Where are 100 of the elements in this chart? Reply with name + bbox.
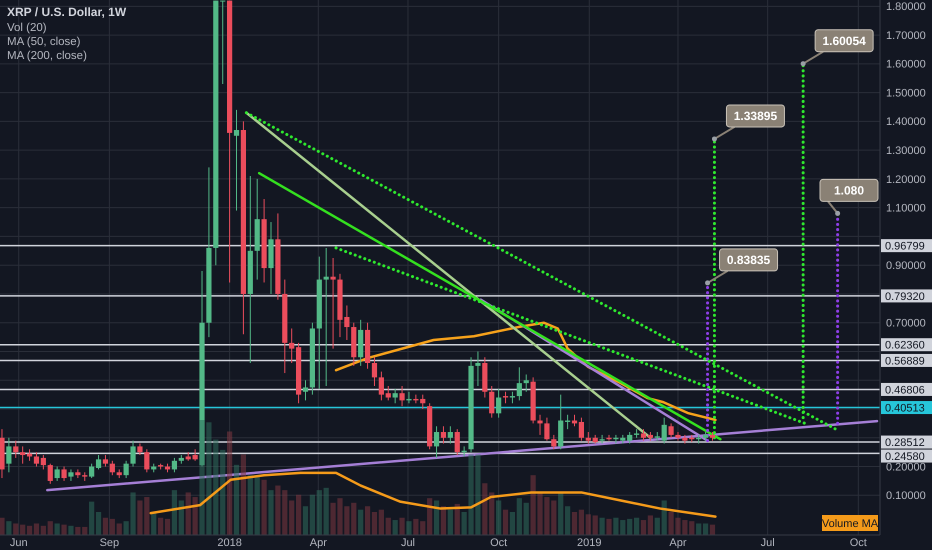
bar <box>640 520 646 535</box>
x-tick-label: Apr <box>310 537 328 549</box>
ref-line-label: 0.96799 <box>885 240 925 252</box>
candlestick <box>61 466 67 482</box>
bar <box>586 514 591 535</box>
bar <box>462 512 467 535</box>
bar <box>386 518 391 535</box>
bar <box>558 492 564 535</box>
bar <box>186 492 191 535</box>
bar <box>537 492 543 535</box>
candlestick <box>172 457 178 473</box>
candlestick <box>137 443 143 456</box>
candlestick <box>124 460 129 479</box>
y-tick-label: 1.60000 <box>886 58 926 71</box>
bar <box>613 518 618 535</box>
bar <box>75 526 80 535</box>
candlestick <box>34 452 40 468</box>
candlestick <box>462 446 467 457</box>
bar <box>96 512 102 535</box>
bar <box>565 506 570 535</box>
bar <box>54 524 60 535</box>
bar <box>158 518 164 535</box>
bar <box>124 521 129 535</box>
bar <box>206 422 212 535</box>
candlestick <box>448 426 453 444</box>
bar <box>682 520 688 535</box>
bar <box>420 521 426 535</box>
candlestick <box>330 258 336 350</box>
bar <box>234 464 240 535</box>
bar <box>34 524 40 535</box>
y-tick-label: 0.90000 <box>886 260 926 272</box>
bar <box>620 520 626 535</box>
bar <box>675 518 681 535</box>
annotation: 1.080 <box>834 184 864 198</box>
bar <box>337 498 343 535</box>
bar <box>510 512 516 535</box>
candlestick <box>96 454 102 470</box>
bar <box>578 510 584 535</box>
bar <box>0 518 5 535</box>
candlestick <box>372 356 378 387</box>
candlestick <box>392 388 398 404</box>
bar <box>364 506 370 535</box>
x-tick-label: Apr <box>669 537 687 549</box>
ref-line-label: 0.79320 <box>885 290 925 303</box>
candlestick <box>440 426 446 444</box>
bar <box>344 506 350 535</box>
bar <box>358 510 364 535</box>
bar <box>496 500 502 535</box>
bar <box>316 490 322 535</box>
bar <box>254 475 260 535</box>
bar <box>130 492 136 535</box>
y-tick-label: 1.20000 <box>886 174 926 186</box>
y-tick-label: 0.70000 <box>886 318 926 330</box>
y-tick-label: 0.20000 <box>886 461 926 474</box>
y-tick-label: 1.30000 <box>886 144 926 157</box>
text: Volume MA <box>822 518 879 530</box>
bar <box>413 518 418 535</box>
bar <box>696 524 702 535</box>
candlestick <box>302 380 308 401</box>
bar <box>702 524 708 535</box>
candlestick <box>496 388 502 418</box>
bar <box>668 512 674 535</box>
bar <box>689 521 694 535</box>
bar <box>516 498 522 535</box>
x-tick-label: Oct <box>490 537 508 549</box>
candlestick <box>110 460 115 476</box>
candlestick <box>454 428 460 456</box>
bar <box>268 490 274 535</box>
bar <box>392 520 398 535</box>
bar <box>324 488 329 535</box>
y-tick-label: 1.10000 <box>886 202 926 215</box>
candlestick <box>89 463 94 479</box>
candlestick <box>502 391 508 404</box>
bar <box>20 524 26 535</box>
candlestick <box>48 463 53 484</box>
candlestick <box>510 391 516 404</box>
y-tick-label: 1.70000 <box>886 30 926 42</box>
candlestick <box>434 426 440 458</box>
x-tick-label: Oct <box>850 537 867 549</box>
bar <box>296 494 302 535</box>
bar <box>662 500 667 535</box>
bar <box>551 500 556 535</box>
bar <box>524 502 529 535</box>
candlestick <box>234 109 240 212</box>
bar <box>654 518 660 535</box>
candlestick <box>144 448 150 473</box>
bar <box>648 515 653 535</box>
bar <box>372 512 378 535</box>
bar <box>102 518 108 535</box>
candlestick <box>572 414 578 427</box>
bar <box>489 492 494 535</box>
x-tick-label: Sep <box>100 537 120 549</box>
candlestick <box>537 414 543 436</box>
candlestick <box>578 417 584 442</box>
bar <box>213 440 218 535</box>
ref-line-label: 0.40513 <box>885 402 925 414</box>
bar <box>262 480 267 535</box>
bar <box>48 521 53 535</box>
ref-line-label: 0.56889 <box>885 355 925 368</box>
candlestick <box>544 417 550 442</box>
